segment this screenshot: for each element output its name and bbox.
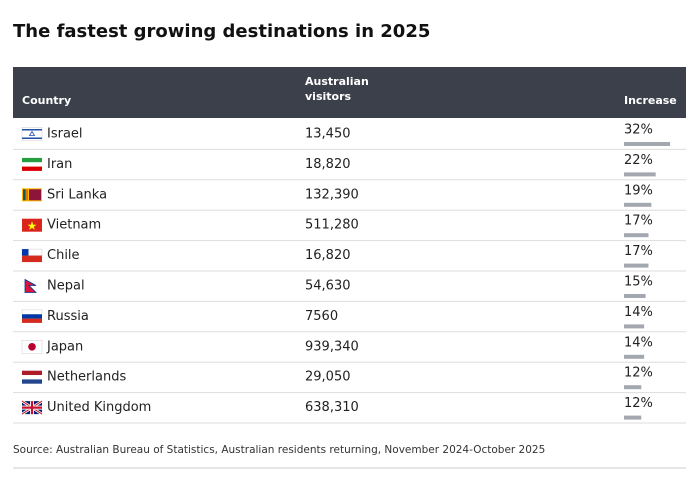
increase-label: 32% [624, 123, 653, 138]
increase-bar [624, 172, 656, 177]
title: The fastest growing destinations in 2025 [13, 21, 430, 42]
flag-part [22, 137, 42, 139]
increase-label: 12% [624, 396, 653, 411]
source: Source: Australian Bureau of Statistics,… [13, 444, 545, 456]
table-header [13, 67, 686, 118]
flag-part [28, 130, 36, 136]
flag-part [21, 127, 43, 141]
column-header-wrap: Australian visitors [305, 75, 369, 103]
increase-label: 15% [624, 275, 653, 290]
flag-part [22, 318, 42, 323]
flag-part [29, 189, 41, 201]
country: Netherlands [47, 370, 126, 385]
flag-part [22, 249, 29, 256]
country: Sri Lanka [47, 187, 107, 202]
country: Nepal [47, 279, 85, 294]
country: Russia [47, 309, 89, 324]
country: Iran [47, 157, 72, 172]
increase-label: 22% [624, 153, 653, 168]
flag-part [22, 375, 42, 380]
flag [24, 278, 37, 293]
flag-part [22, 162, 42, 167]
flag-part [22, 401, 42, 415]
increase-bar [624, 233, 649, 238]
flag-part [25, 189, 28, 201]
increase-label: 17% [624, 214, 653, 229]
flag-part [22, 157, 42, 163]
flag-part [21, 309, 43, 315]
increase-bar [624, 202, 652, 207]
column-header: Country [22, 94, 71, 107]
country: United Kingdom [47, 400, 151, 415]
flag [21, 400, 43, 416]
flag-part [22, 379, 42, 384]
visitors: 54,630 [305, 279, 351, 294]
visitors: 132,390 [305, 187, 359, 202]
increase-label: 19% [624, 183, 653, 198]
flag-part [22, 166, 42, 171]
country: Chile [47, 248, 80, 263]
increase-bar [624, 354, 645, 359]
flag-part [28, 343, 36, 351]
visitors: 939,340 [305, 339, 359, 354]
flag-part [22, 370, 42, 376]
country: Vietnam [47, 218, 101, 233]
flag-part [27, 221, 37, 230]
flag-part [23, 189, 26, 201]
increase-bar [624, 263, 649, 268]
increase-bar [624, 324, 645, 329]
country: Israel [47, 127, 83, 142]
increase-bar [624, 142, 671, 146]
increase-bar [624, 294, 646, 298]
increase-label: 14% [624, 335, 653, 350]
flag [21, 248, 43, 263]
visitors: 511,280 [305, 218, 359, 233]
visitors: 16,820 [305, 248, 351, 263]
flag-part [22, 314, 42, 319]
flag-part [24, 278, 37, 293]
visitors: 18,820 [305, 157, 351, 172]
increase-label: 12% [624, 366, 653, 381]
flag [22, 157, 42, 171]
increase-bar [624, 415, 642, 420]
increase-label: 14% [624, 305, 653, 320]
flag [21, 127, 43, 141]
column-header: Australian visitors [305, 75, 369, 103]
visitors: 7560 [305, 309, 338, 324]
flag [21, 340, 43, 354]
flag-part [22, 129, 42, 131]
flag [21, 309, 43, 323]
flag [22, 370, 42, 384]
flag-part [22, 255, 42, 263]
increase-bar [624, 385, 642, 390]
increase-label: 17% [624, 244, 653, 259]
flag [22, 188, 42, 202]
column-header: Increase [624, 94, 677, 107]
visitors: 29,050 [305, 370, 351, 385]
flag [22, 218, 42, 232]
visitors: 638,310 [305, 400, 359, 415]
country: Japan [46, 339, 83, 354]
visitors: 13,450 [305, 127, 351, 142]
